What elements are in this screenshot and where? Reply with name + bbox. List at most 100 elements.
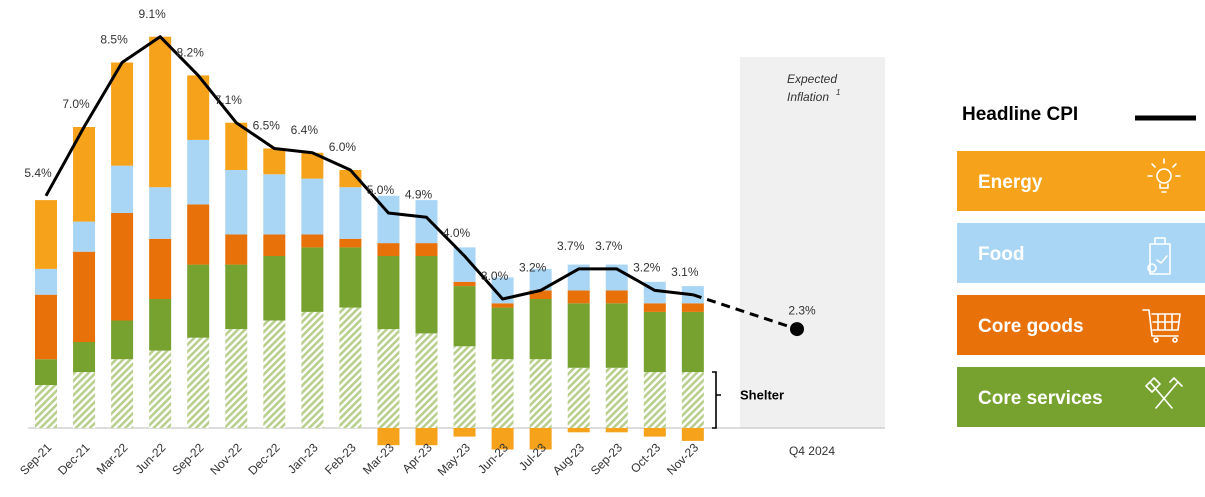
bar-segment: [225, 122, 248, 170]
data-label: 6.5%: [253, 119, 281, 133]
data-label: 3.7%: [557, 239, 585, 253]
bar-segment: [187, 264, 210, 338]
bar-segment: [415, 256, 438, 334]
bar-segment: [187, 139, 210, 205]
data-label: 7.0%: [62, 97, 90, 111]
legend-label: Food: [978, 244, 1024, 265]
x-tick-label: Feb-23: [322, 440, 359, 477]
shelter-label: Shelter: [740, 387, 784, 402]
bar-segment: [225, 264, 248, 330]
bar-segment: [529, 290, 552, 299]
bar-segment: [35, 359, 57, 385]
bar-segment: [681, 372, 704, 428]
bar-segment: [453, 346, 476, 428]
bar-segment: [111, 213, 134, 321]
bar-segment: [225, 234, 248, 265]
bar-segment: [73, 251, 96, 342]
bar-segment: [111, 359, 134, 428]
icons: [1142, 158, 1183, 409]
bar-segment: [339, 307, 362, 428]
bar-segment: [415, 428, 438, 446]
data-label: 3.7%: [595, 239, 623, 253]
bar-segment: [567, 367, 590, 428]
legend-label: Energy: [978, 172, 1043, 193]
bar-segment: [339, 187, 362, 239]
bar-segment: [453, 286, 476, 347]
data-label: 4.0%: [443, 226, 471, 240]
grocery-icon: [1147, 237, 1171, 275]
shelter-bracket: [712, 371, 721, 429]
bar-segment: [605, 367, 628, 428]
bar-segment: [643, 372, 666, 428]
bar-segment: [377, 428, 400, 446]
bar-segment: [605, 303, 628, 368]
forecast-panel: [740, 57, 885, 428]
bar-segment: [73, 342, 96, 373]
data-label: 8.2%: [177, 46, 205, 60]
legend-label: Headline CPI: [962, 104, 1078, 125]
headline-line: [44, 35, 694, 301]
bar-segment: [35, 385, 57, 428]
bar-segment: [377, 256, 400, 330]
bar-segment: [263, 234, 286, 256]
bar-segment: [605, 290, 628, 304]
forecast-point: [790, 322, 804, 337]
bar-segment: [111, 165, 134, 213]
bar-segment: [35, 200, 57, 269]
bar-segment: [149, 299, 172, 351]
bar-segment: [567, 303, 590, 368]
bar-segment: [301, 234, 324, 248]
data-label: 3.2%: [633, 261, 661, 275]
x-tick-label: Nov-23: [664, 440, 701, 477]
bar-segment: [453, 281, 476, 287]
expected-footnote: 1: [836, 88, 840, 97]
data-label: 7.1%: [215, 93, 243, 107]
x-tick-label: Jun-22: [133, 440, 169, 476]
x-tick-label: Q4 2024: [789, 444, 835, 458]
data-label: 3.0%: [481, 269, 509, 283]
data-label: 9.1%: [138, 7, 166, 21]
bar-segment: [263, 174, 286, 235]
legend-label: Core services: [978, 388, 1103, 409]
bar-segment: [111, 62, 134, 166]
bar-segment: [415, 200, 438, 244]
data-label: 5.4%: [24, 166, 52, 180]
x-tick-label: Dec-22: [245, 440, 282, 477]
x-tick-label: Oct-23: [628, 440, 664, 476]
data-label: 6.0%: [329, 140, 357, 154]
x-tick-label: Mar-22: [94, 440, 131, 477]
bar-segment: [681, 303, 704, 312]
bar-segment: [529, 299, 552, 360]
data-label: 6.4%: [291, 123, 319, 137]
x-tick-label: Apr-23: [399, 440, 435, 476]
bar-segment: [529, 268, 552, 291]
expected-title: Inflation: [787, 90, 829, 104]
bar-segment: [605, 428, 628, 433]
bar-segment: [415, 333, 438, 428]
bar-segment: [187, 75, 210, 140]
bar-segment: [491, 428, 514, 450]
bar-segment: [35, 268, 57, 295]
data-label: 4.9%: [405, 187, 433, 201]
bar-segment: [149, 187, 172, 239]
bar-segment: [111, 320, 134, 360]
bar-segment: [643, 428, 666, 437]
bar-segment: [377, 329, 400, 428]
data-label: 8.5%: [100, 33, 128, 47]
x-tick-label: Sep-23: [588, 440, 625, 477]
expected-title: Expected: [787, 72, 837, 86]
bulb-icon: [1147, 158, 1181, 193]
bar-segment: [187, 204, 210, 265]
forecast-line: [692, 293, 798, 331]
bar-segment: [301, 178, 324, 235]
x-tick-label: Jan-23: [285, 440, 321, 476]
bar-segment: [149, 350, 172, 428]
x-tick-label: Mar-23: [360, 440, 397, 477]
bar-segment: [339, 238, 362, 248]
data-label: 3.1%: [671, 265, 699, 279]
bar-segment: [73, 221, 96, 252]
data-label: 5.0%: [367, 183, 395, 197]
cart-icon: [1142, 309, 1181, 343]
bar-segment: [149, 36, 172, 188]
